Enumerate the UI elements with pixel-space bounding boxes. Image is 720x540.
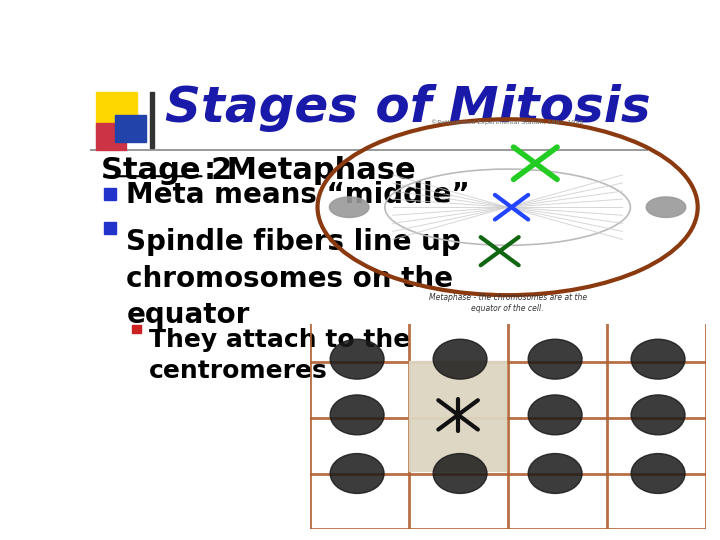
- Text: Meta means “middle”: Meta means “middle”: [126, 180, 470, 208]
- Bar: [410, 361, 506, 470]
- Circle shape: [433, 339, 487, 379]
- Circle shape: [631, 454, 685, 494]
- Text: Stages of Mitosis: Stages of Mitosis: [166, 84, 651, 132]
- Bar: [150, 92, 153, 148]
- Text: ©Rothamsted Experimental Station, 1997, 1998: ©Rothamsted Experimental Station, 1997, …: [431, 119, 584, 125]
- Bar: [104, 188, 116, 200]
- Circle shape: [528, 395, 582, 435]
- Ellipse shape: [330, 197, 369, 218]
- Circle shape: [330, 339, 384, 379]
- Circle shape: [631, 395, 685, 435]
- Ellipse shape: [647, 197, 685, 218]
- Text: Stage 2: Stage 2: [101, 156, 233, 185]
- Circle shape: [631, 339, 685, 379]
- Circle shape: [433, 454, 487, 494]
- Circle shape: [528, 454, 582, 494]
- Circle shape: [330, 395, 384, 435]
- Text: Metaphase - the chromosomes are at the
equator of the cell.: Metaphase - the chromosomes are at the e…: [428, 293, 587, 313]
- Circle shape: [528, 339, 582, 379]
- Bar: [96, 123, 126, 150]
- Bar: [132, 325, 141, 333]
- Circle shape: [330, 454, 384, 494]
- Text: They attach to the
centromeres: They attach to the centromeres: [148, 328, 410, 383]
- Bar: [96, 92, 138, 129]
- Text: Spindle fibers line up
chromosomes on the
equator: Spindle fibers line up chromosomes on th…: [126, 228, 461, 329]
- Bar: [104, 222, 116, 234]
- Text: : Metaphase: : Metaphase: [204, 156, 416, 185]
- Bar: [115, 114, 145, 141]
